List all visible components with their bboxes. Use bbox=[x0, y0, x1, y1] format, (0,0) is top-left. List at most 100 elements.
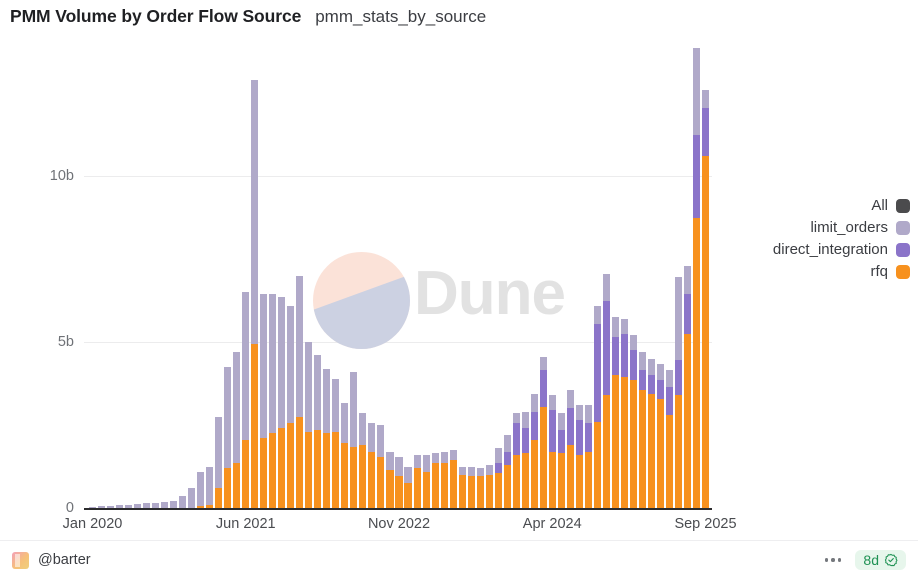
bar-column[interactable] bbox=[512, 413, 520, 508]
bar-column[interactable] bbox=[593, 305, 601, 508]
bar-column[interactable] bbox=[458, 466, 466, 508]
bar-column[interactable] bbox=[431, 453, 439, 508]
bar-column[interactable] bbox=[548, 395, 556, 508]
bar-segment-rfq bbox=[485, 474, 493, 508]
bar-column[interactable] bbox=[656, 363, 664, 508]
status-badge[interactable]: 8d bbox=[855, 550, 906, 570]
bar-segment-limit_orders bbox=[404, 466, 412, 484]
chart-header: PMM Volume by Order Flow Source pmm_stat… bbox=[10, 6, 486, 27]
legend-item-rfq[interactable]: rfq bbox=[870, 264, 910, 279]
bar-column[interactable] bbox=[485, 464, 493, 508]
legend-item-all[interactable]: All bbox=[871, 198, 910, 213]
bar-column[interactable] bbox=[269, 293, 277, 508]
legend-item-limit_orders[interactable]: limit_orders bbox=[810, 220, 910, 235]
bar-column[interactable] bbox=[476, 468, 484, 508]
bar-segment-limit_orders bbox=[296, 275, 304, 417]
bar-column[interactable] bbox=[602, 274, 610, 508]
bar-segment-rfq bbox=[359, 444, 367, 508]
bar-column[interactable] bbox=[197, 471, 205, 508]
bar-column[interactable] bbox=[503, 435, 511, 508]
bar-column[interactable] bbox=[305, 342, 313, 508]
bar-column[interactable] bbox=[134, 504, 142, 508]
bar-column[interactable] bbox=[413, 454, 421, 508]
bar-column[interactable] bbox=[152, 502, 160, 508]
bar-column[interactable] bbox=[584, 405, 592, 508]
bar-column[interactable] bbox=[494, 448, 502, 508]
bar-column[interactable] bbox=[530, 393, 538, 508]
bar-segment-limit_orders bbox=[638, 352, 646, 371]
bar-column[interactable] bbox=[278, 297, 286, 508]
bar-column[interactable] bbox=[170, 501, 178, 508]
bar-column[interactable] bbox=[161, 502, 169, 508]
bar-column[interactable] bbox=[404, 466, 412, 508]
x-axis: Jan 2020 Jun 2021 Nov 2022 Apr 2024 Sep 2025 bbox=[63, 516, 737, 540]
bar-segment-rfq bbox=[260, 438, 268, 508]
bar-column[interactable] bbox=[88, 506, 97, 508]
legend-item-direct_integration[interactable]: direct_integration bbox=[773, 242, 910, 257]
bar-column[interactable] bbox=[179, 496, 187, 508]
bar-column[interactable] bbox=[341, 403, 349, 508]
bar-column[interactable] bbox=[206, 466, 214, 508]
bar-column[interactable] bbox=[116, 505, 124, 508]
bar-column[interactable] bbox=[350, 371, 358, 508]
bar-column[interactable] bbox=[692, 48, 700, 508]
bar-column[interactable] bbox=[332, 378, 340, 508]
bar-column[interactable] bbox=[224, 366, 232, 508]
bar-column[interactable] bbox=[368, 423, 376, 508]
bar-column[interactable] bbox=[629, 335, 637, 508]
bar-segment-limit_orders bbox=[143, 503, 151, 508]
legend-swatch bbox=[896, 242, 910, 257]
bar-column[interactable] bbox=[314, 355, 322, 508]
bar-column[interactable] bbox=[566, 390, 574, 508]
x-tick-label: Apr 2024 bbox=[522, 516, 582, 532]
bar-column[interactable] bbox=[386, 451, 394, 508]
bar-segment-rfq bbox=[647, 393, 655, 508]
bar-segment-direct_integration bbox=[683, 293, 691, 334]
more-options-icon[interactable] bbox=[823, 554, 844, 566]
bar-column[interactable] bbox=[395, 456, 403, 508]
bar-column[interactable] bbox=[287, 305, 295, 508]
bar-segment-limit_orders bbox=[314, 355, 322, 431]
bar-column[interactable] bbox=[521, 411, 529, 508]
query-name-link[interactable]: pmm_stats_by_source bbox=[315, 7, 487, 26]
bar-column[interactable] bbox=[557, 413, 565, 508]
bar-column[interactable] bbox=[377, 425, 385, 508]
bar-segment-limit_orders bbox=[584, 405, 592, 424]
bar-column[interactable] bbox=[647, 358, 655, 508]
bar-segment-limit_orders bbox=[395, 456, 403, 477]
bar-column[interactable] bbox=[296, 275, 304, 508]
bar-column[interactable] bbox=[611, 317, 619, 508]
bar-column[interactable] bbox=[620, 318, 628, 508]
bar-segment-direct_integration bbox=[638, 370, 646, 391]
bar-column[interactable] bbox=[188, 488, 196, 508]
bar-column[interactable] bbox=[143, 503, 151, 508]
avatar bbox=[12, 551, 29, 569]
bar-column[interactable] bbox=[674, 277, 682, 508]
bar-column[interactable] bbox=[233, 352, 241, 508]
author-username[interactable]: @barter bbox=[38, 552, 91, 568]
bar-column[interactable] bbox=[422, 454, 430, 508]
bar-column[interactable] bbox=[242, 292, 250, 508]
bar-column[interactable] bbox=[539, 357, 547, 508]
bar-segment-limit_orders bbox=[701, 89, 709, 109]
bar-column[interactable] bbox=[359, 413, 367, 508]
author-block[interactable]: @barter bbox=[12, 551, 91, 569]
bar-column[interactable] bbox=[701, 89, 709, 508]
bar-column[interactable] bbox=[665, 370, 673, 508]
bar-column[interactable] bbox=[251, 79, 259, 508]
bar-column[interactable] bbox=[575, 405, 583, 508]
bar-column[interactable] bbox=[440, 451, 448, 508]
bar-segment-limit_orders bbox=[305, 342, 313, 432]
bar-column[interactable] bbox=[215, 416, 223, 508]
bar-segment-rfq bbox=[629, 380, 637, 508]
bar-segment-rfq bbox=[305, 431, 313, 508]
bar-column[interactable] bbox=[449, 449, 457, 508]
bar-column[interactable] bbox=[467, 466, 475, 508]
bar-column[interactable] bbox=[260, 293, 268, 508]
bar-column[interactable] bbox=[125, 504, 133, 508]
bar-column[interactable] bbox=[107, 505, 115, 508]
bar-column[interactable] bbox=[98, 506, 106, 508]
bar-column[interactable] bbox=[323, 368, 331, 508]
bar-column[interactable] bbox=[638, 352, 646, 508]
bar-column[interactable] bbox=[683, 265, 691, 508]
